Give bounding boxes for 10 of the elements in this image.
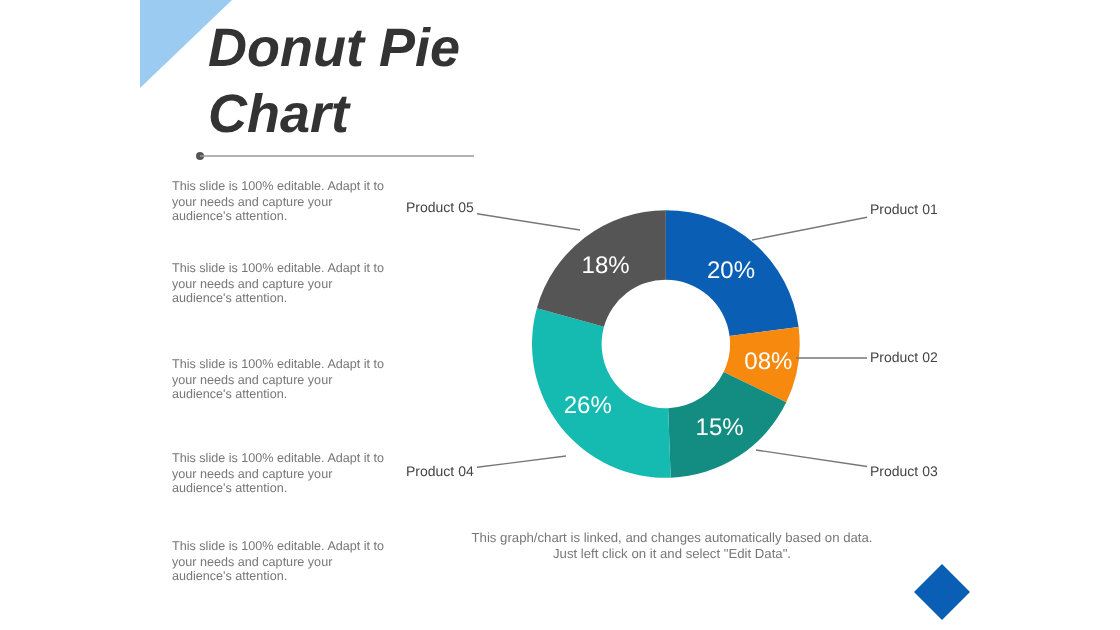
data-label: 15% (695, 412, 745, 441)
data-label: 18% (581, 251, 631, 280)
donut-slice (668, 372, 787, 478)
data-label: 20% (706, 255, 756, 284)
data-label: 08% (744, 346, 793, 375)
donut-slice (532, 308, 671, 478)
data-label: 26% (563, 391, 613, 420)
donut-slice (665, 210, 799, 336)
chart-title: Donut Pie Chart (208, 16, 462, 148)
donut-slice (536, 210, 666, 327)
